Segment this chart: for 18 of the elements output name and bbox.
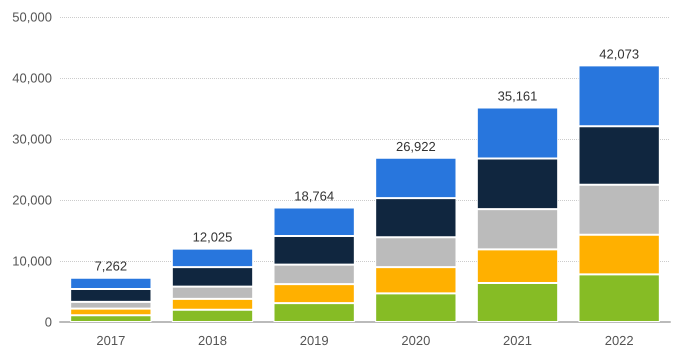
x-tick-label: 2020 [401, 333, 430, 348]
total-label: 26,922 [396, 138, 436, 154]
total-label: 42,073 [599, 46, 640, 62]
total-label: 18,764 [294, 188, 334, 204]
y-tick-label: 50,000 [12, 10, 52, 24]
y-tick-label: 0 [44, 314, 52, 330]
total-label: 12,025 [192, 230, 232, 245]
y-tick-label: 40,000 [12, 70, 52, 86]
x-tick-label: 2021 [503, 333, 532, 348]
x-tick-label: 2017 [96, 333, 126, 348]
x-tick-label: 2022 [604, 333, 634, 348]
y-tick-label: 10,000 [12, 254, 52, 268]
total-label: 7,262 [94, 258, 128, 274]
total-label: 35,161 [498, 88, 538, 104]
x-tick-label: 2019 [300, 333, 329, 348]
x-tick-label: 2018 [198, 333, 227, 348]
y-tick-label: 20,000 [12, 192, 52, 208]
y-tick-label: 30,000 [12, 132, 52, 146]
